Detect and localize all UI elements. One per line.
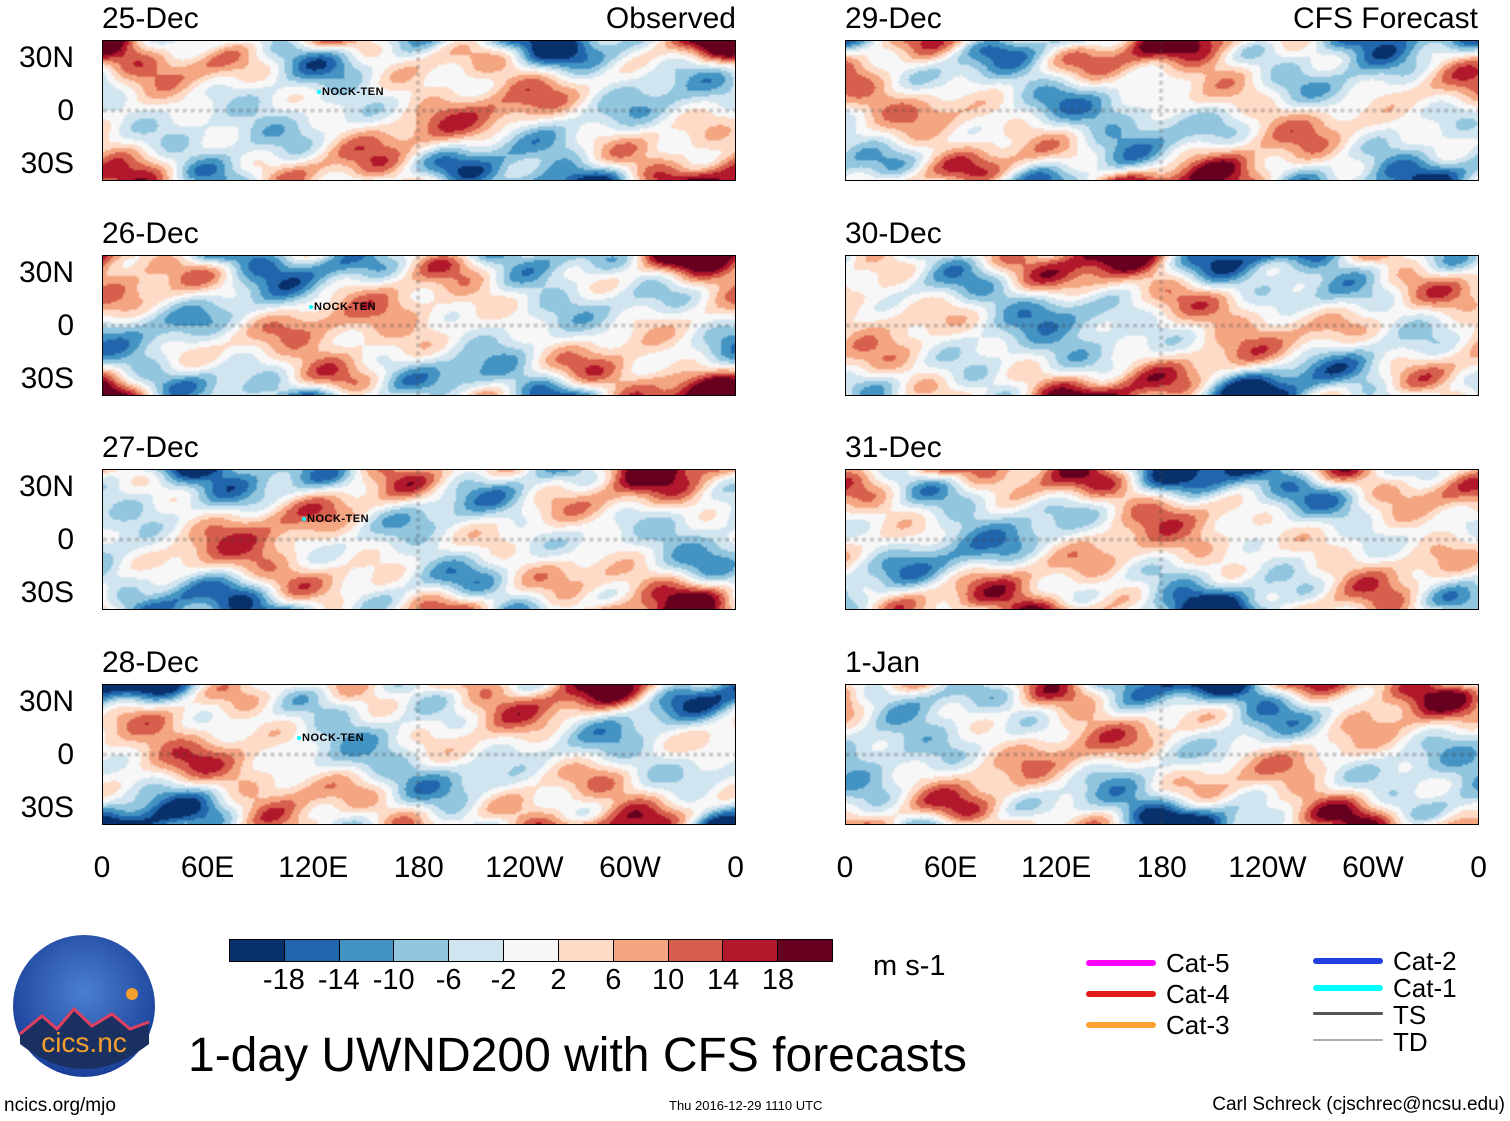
panel-date: 26-Dec xyxy=(102,217,199,250)
map-panel xyxy=(102,684,736,825)
map-panel xyxy=(102,469,736,610)
lon-tick-label: 60W xyxy=(599,851,661,884)
legend-label: TD xyxy=(1393,1027,1428,1057)
storm-label-nock-ten: NOCK-TEN xyxy=(301,513,370,525)
colorbar-swatch xyxy=(504,940,559,961)
legend-label: TS xyxy=(1393,1000,1427,1030)
map-panel xyxy=(845,255,1479,396)
lat-tick-label: 0 xyxy=(57,523,74,556)
wind-field xyxy=(103,256,735,395)
map-panel xyxy=(102,255,736,396)
panel-date: 28-Dec xyxy=(102,646,199,679)
wind-field xyxy=(846,41,1478,180)
colorbar-swatch xyxy=(284,940,340,961)
lon-tick-label: 0 xyxy=(93,851,111,884)
forecast-header: CFS Forecast xyxy=(1292,2,1478,35)
colorbar-swatch xyxy=(778,940,832,961)
cics-logo: cics.nc xyxy=(12,934,157,1079)
footer-timestamp: Thu 2016-12-29 1110 UTC xyxy=(669,1098,823,1113)
colorbar-tick-label: 14 xyxy=(706,964,740,996)
lon-tick-label: 120E xyxy=(1021,851,1092,884)
lat-tick-label: 30N xyxy=(18,470,74,503)
legend-line xyxy=(1086,1022,1156,1028)
panel-date: 31-Dec xyxy=(845,431,942,464)
panel-date: 27-Dec xyxy=(102,431,199,464)
lat-tick-label: 30S xyxy=(20,791,74,824)
legend-label: Cat-2 xyxy=(1393,946,1457,976)
wind-field xyxy=(103,41,735,180)
footer-author: Carl Schreck (cjschrec@ncsu.edu) xyxy=(1212,1094,1505,1115)
storm-label-nock-ten: NOCK-TEN xyxy=(308,301,377,313)
wind-field xyxy=(103,470,735,609)
lon-tick-label: 60E xyxy=(923,851,978,884)
legend-line xyxy=(1313,1012,1383,1015)
lon-tick-label: 0 xyxy=(1470,851,1487,884)
colorbar xyxy=(229,939,833,962)
colorbar-tick-label: -6 xyxy=(435,964,462,996)
legend-line xyxy=(1313,985,1383,991)
panel-date: 25-Dec xyxy=(102,2,199,35)
colorbar-swatch xyxy=(668,940,724,961)
wind-field xyxy=(846,470,1478,609)
colorbar-swatch xyxy=(449,940,505,961)
colorbar-swatch xyxy=(558,940,614,961)
legend-line xyxy=(1086,991,1156,997)
lon-tick-label: 0 xyxy=(727,851,744,884)
lon-tick-label: 60W xyxy=(1342,851,1404,884)
lat-tick-label: 30N xyxy=(18,685,74,718)
legend-line xyxy=(1086,960,1156,966)
map-panel xyxy=(845,469,1479,610)
lon-tick-label: 180 xyxy=(1136,851,1187,884)
lat-tick-label: 30S xyxy=(20,147,74,180)
lon-tick-label: 60E xyxy=(180,851,235,884)
storm-label-nock-ten: NOCK-TEN xyxy=(316,86,385,98)
lat-tick-label: 30S xyxy=(20,576,74,609)
map-panel xyxy=(102,40,736,181)
colorbar-swatch xyxy=(394,940,450,961)
lat-tick-label: 30S xyxy=(20,362,74,395)
legend-label: Cat-3 xyxy=(1166,1010,1230,1040)
svg-text:cics.nc: cics.nc xyxy=(41,1027,127,1058)
legend-line xyxy=(1313,958,1383,964)
map-panel xyxy=(845,684,1479,825)
legend-label: Cat-4 xyxy=(1166,979,1230,1009)
legend-line xyxy=(1313,1039,1383,1041)
legend-label: Cat-1 xyxy=(1393,973,1457,1003)
colorbar-tick-label: -2 xyxy=(490,964,517,996)
lon-tick-label: 120W xyxy=(485,851,564,884)
lat-tick-label: 0 xyxy=(57,94,74,127)
main-title: 1-day UWND200 with CFS forecasts xyxy=(188,1029,967,1082)
storm-label-nock-ten: NOCK-TEN xyxy=(296,732,365,744)
lon-tick-label: 0 xyxy=(836,851,854,884)
colorbar-tick-label: 6 xyxy=(605,964,622,996)
lat-tick-label: 30N xyxy=(18,256,74,289)
colorbar-swatch xyxy=(230,940,285,961)
footer-url[interactable]: ncics.org/mjo xyxy=(4,1095,116,1116)
colorbar-tick-label: 2 xyxy=(550,964,567,996)
panel-date: 30-Dec xyxy=(845,217,942,250)
wind-field xyxy=(846,256,1478,395)
colorbar-tick-label: -10 xyxy=(372,964,415,996)
colorbar-tick-label: 18 xyxy=(761,964,795,996)
colorbar-tick-label: -14 xyxy=(317,964,360,996)
legend-label: Cat-5 xyxy=(1166,948,1230,978)
colorbar-swatch xyxy=(723,940,779,961)
lon-tick-label: 120W xyxy=(1228,851,1307,884)
colorbar-tick-label: -18 xyxy=(262,964,305,996)
panel-date: 1-Jan xyxy=(845,646,921,679)
lat-tick-label: 0 xyxy=(57,309,74,342)
panel-date: 29-Dec xyxy=(845,2,942,35)
lon-tick-label: 120E xyxy=(278,851,349,884)
units-label: m s-1 xyxy=(873,950,946,982)
map-panel xyxy=(845,40,1479,181)
colorbar-tick-label: 10 xyxy=(652,964,685,996)
observed-header: Observed xyxy=(605,2,736,35)
colorbar-swatch xyxy=(339,940,395,961)
colorbar-swatch xyxy=(613,940,669,961)
lat-tick-label: 0 xyxy=(57,738,74,771)
wind-field xyxy=(103,685,735,824)
lon-tick-label: 180 xyxy=(393,851,444,884)
lat-tick-label: 30N xyxy=(18,41,74,74)
wind-field xyxy=(846,685,1478,824)
